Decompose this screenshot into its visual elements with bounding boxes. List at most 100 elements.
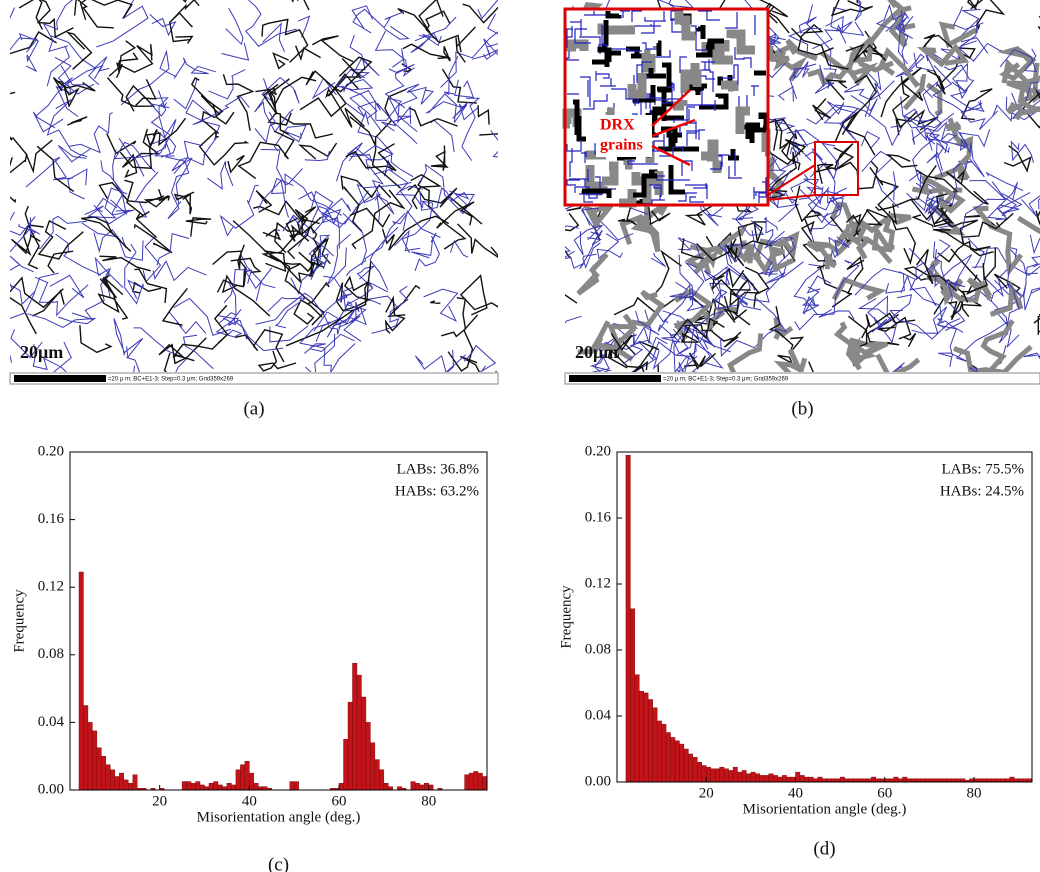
grain-boundary <box>650 252 667 268</box>
grain-boundary <box>961 294 982 318</box>
bar <box>1009 776 1015 783</box>
grain-boundary <box>680 238 704 259</box>
bar <box>630 608 636 783</box>
grain-boundary <box>823 103 859 142</box>
grain-boundary <box>113 318 144 359</box>
bar <box>482 776 488 791</box>
inset-boundary <box>598 25 608 54</box>
grain-boundary <box>402 43 451 62</box>
bar <box>688 753 694 783</box>
inset-frame <box>563 7 770 207</box>
grain-boundary <box>149 90 170 117</box>
grain-boundary <box>394 229 421 252</box>
grain-boundary <box>428 93 469 123</box>
grain-boundary <box>397 89 418 125</box>
panel-label: (d) <box>813 838 835 859</box>
inset-boundary <box>737 122 760 139</box>
grain-boundary <box>185 217 212 237</box>
grain-boundary <box>57 144 91 163</box>
grain-boundary <box>36 145 75 193</box>
grain-boundary <box>683 352 717 370</box>
grain-boundary <box>945 169 989 205</box>
grain-boundary <box>423 288 459 323</box>
grain-boundary <box>922 80 948 154</box>
inset-boundary <box>668 165 685 195</box>
grain-boundary <box>34 276 89 317</box>
grain-boundary <box>576 252 609 296</box>
panel-label: (c) <box>268 854 289 872</box>
y-tick-label: 0.16 <box>38 511 65 527</box>
grain-boundary <box>36 0 74 39</box>
grain-boundary <box>134 171 159 218</box>
grain-boundary <box>335 68 374 93</box>
inset-boundary <box>641 49 656 73</box>
grain-boundary <box>904 115 947 132</box>
grain-boundary <box>269 254 325 326</box>
grain-boundary <box>648 207 671 226</box>
annotation: LABs: 75.5% <box>942 461 1025 477</box>
grain-boundary <box>744 266 770 308</box>
inset-boundary <box>605 11 622 19</box>
grain-boundary <box>751 230 778 275</box>
grain-boundary <box>340 175 392 199</box>
grain-boundary <box>825 79 848 101</box>
grain-boundary <box>813 163 837 185</box>
inset-boundary <box>611 88 635 100</box>
bar <box>768 773 774 783</box>
grain-boundary <box>345 97 402 121</box>
grain-boundary <box>55 233 102 276</box>
grain-boundary <box>222 317 284 352</box>
inset-boundary <box>728 149 739 161</box>
bar <box>293 781 299 791</box>
grain-boundary <box>10 276 64 335</box>
grain-boundary <box>949 84 985 113</box>
grain-boundary <box>169 21 194 44</box>
grain-boundary <box>384 64 415 109</box>
grain-boundary <box>313 306 367 332</box>
bar <box>199 784 205 791</box>
grain-boundary <box>60 65 88 86</box>
grain-boundary <box>345 212 406 277</box>
annotation: HABs: 63.2% <box>395 483 479 499</box>
scale-caption: =20 μ m; BC+E1-3; Step=0.3 μm; Grid359x2… <box>108 377 234 383</box>
bar <box>83 705 89 791</box>
grain-boundary <box>351 189 406 250</box>
grain-boundary <box>911 127 945 177</box>
grain-boundary <box>711 330 742 348</box>
bar <box>804 776 810 783</box>
grain-boundary <box>1016 215 1040 235</box>
bar <box>839 776 845 783</box>
grain-boundary <box>1006 62 1040 104</box>
bar <box>799 775 805 783</box>
grain-boundary <box>381 215 450 251</box>
grain-boundary <box>65 31 93 70</box>
bar <box>772 775 778 783</box>
grain-boundary <box>748 156 786 201</box>
grain-boundary <box>425 101 479 121</box>
grain-boundary <box>811 142 840 180</box>
bar <box>181 781 187 791</box>
grain-boundary <box>794 259 860 331</box>
grain-boundary <box>262 22 286 53</box>
inset-boundary <box>600 78 616 87</box>
inset-boundary <box>656 40 662 56</box>
grain-boundary <box>987 192 1023 220</box>
inset-boundary <box>725 12 738 29</box>
grain-boundary <box>693 342 724 369</box>
grain-boundary <box>833 321 889 368</box>
bar <box>728 770 734 783</box>
bar <box>78 571 84 791</box>
grain-boundary <box>161 287 188 326</box>
grain-boundary <box>10 284 36 306</box>
grain-boundary <box>726 240 756 264</box>
bar <box>639 691 644 783</box>
grain-boundary <box>487 13 498 35</box>
grain-boundary <box>91 0 133 19</box>
bar <box>123 779 129 791</box>
grain-boundary <box>54 80 80 108</box>
scale-text: 20μm <box>20 342 63 362</box>
grain-boundary <box>97 276 129 320</box>
grain-boundary <box>142 236 162 283</box>
grain-boundary <box>565 315 582 324</box>
pointer <box>651 144 691 167</box>
